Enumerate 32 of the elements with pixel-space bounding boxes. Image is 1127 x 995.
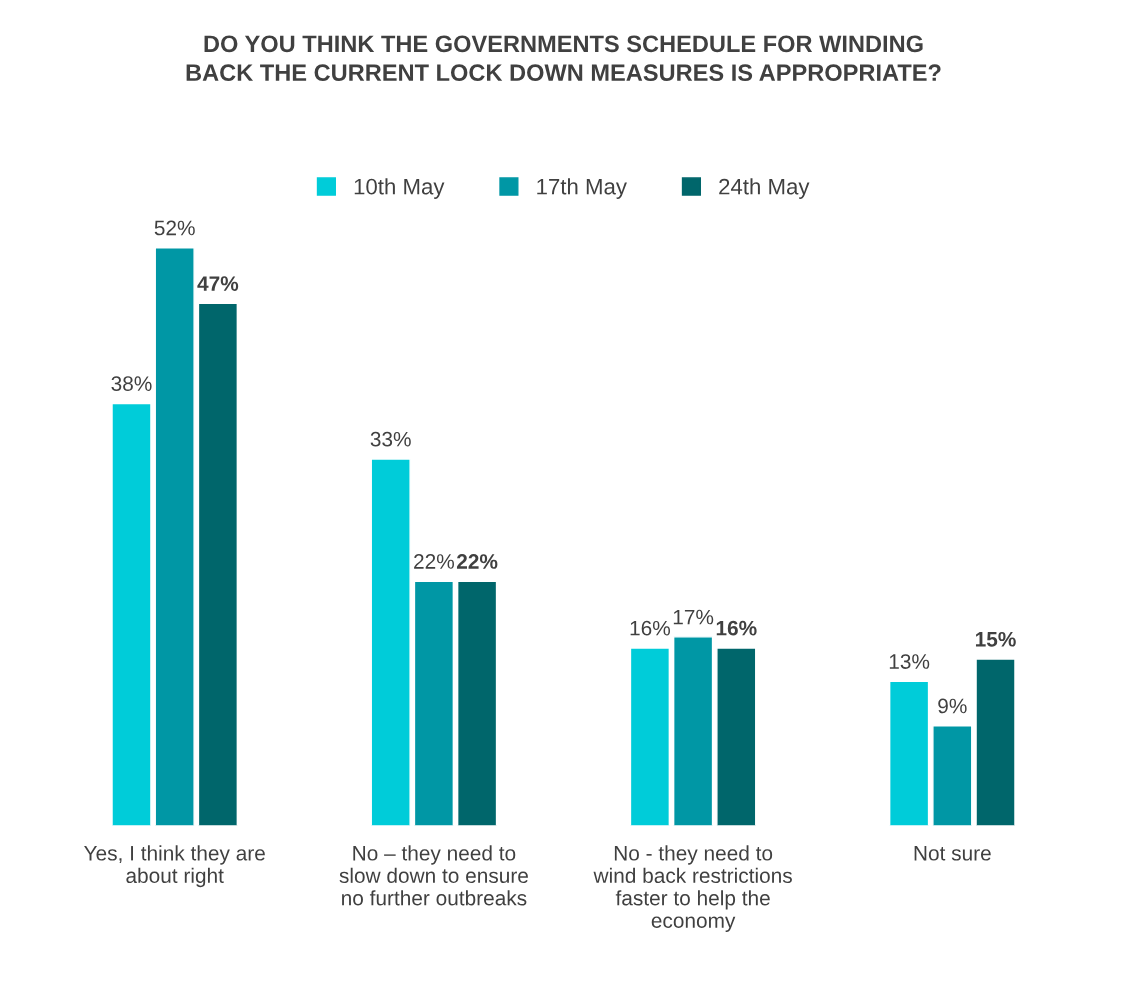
x-tick-label: Not sure: [914, 846, 991, 861]
data-label: 13%: [889, 654, 930, 669]
bar: [154, 247, 195, 826]
bar: [716, 647, 757, 826]
legend-label: 17th May: [537, 178, 627, 199]
bar: [932, 725, 973, 826]
bar: [975, 658, 1016, 826]
data-label: 38%: [111, 376, 152, 391]
chart-title: DO YOU THINK THE GOVERNMENTS SCHEDULE FOR WINDING BACK THE CURRENT LOCK DOWN MEASURES IS APPROPRIATE?: [186, 35, 941, 82]
data-label: 17%: [673, 609, 714, 625]
x-tick-label: No - they need to wind back restrictions faster to help the economy: [593, 845, 792, 933]
legend-label: 24th May: [719, 178, 810, 199]
data-label: 9%: [938, 698, 967, 714]
bar: [672, 636, 714, 826]
bar: [629, 647, 671, 826]
data-label: 47%: [197, 276, 239, 291]
data-label: 16%: [630, 620, 671, 636]
data-label: 33%: [370, 431, 411, 447]
bar: [413, 580, 455, 826]
bar: [370, 458, 411, 826]
x-tick-label: Yes, I think they are about right: [84, 845, 265, 888]
bar: [197, 302, 239, 826]
data-label: 22%: [456, 554, 498, 569]
bar: [111, 402, 152, 826]
data-label: 52%: [154, 220, 195, 236]
legend-label: 10th May: [354, 178, 445, 199]
bar: [456, 580, 498, 826]
data-label: 15%: [975, 631, 1016, 647]
data-label: 16%: [716, 620, 757, 636]
bar: [888, 680, 930, 826]
data-label: 22%: [414, 554, 454, 569]
x-tick-label: No – they need to slow down to ensure no further outbreaks: [339, 845, 528, 906]
